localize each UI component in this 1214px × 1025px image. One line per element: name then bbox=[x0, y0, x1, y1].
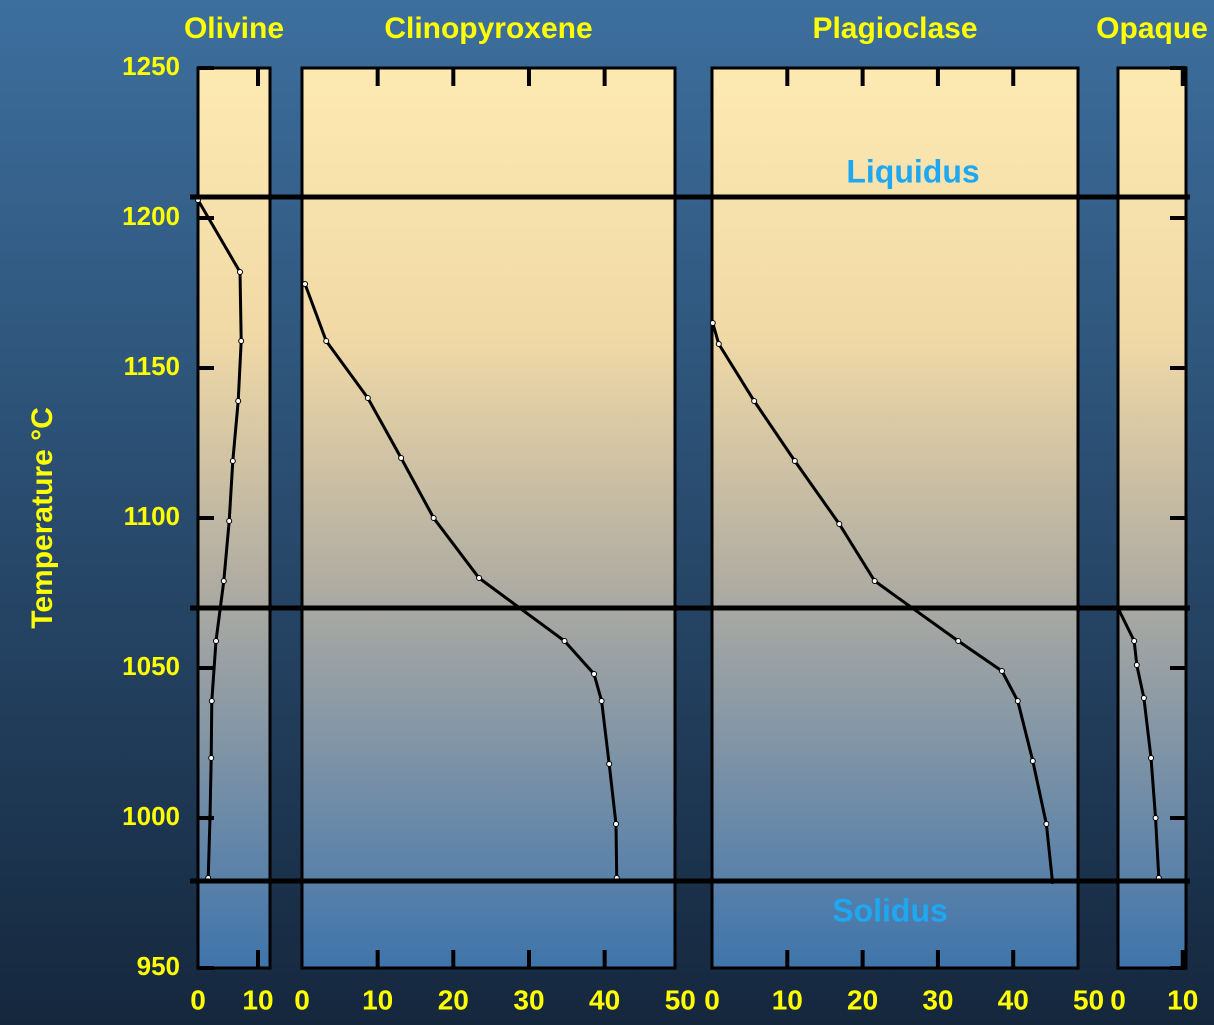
data-point bbox=[302, 281, 309, 287]
data-point bbox=[364, 395, 371, 401]
reference-label: Solidus bbox=[832, 892, 948, 928]
data-point bbox=[598, 698, 605, 704]
x-tick-label: 50 bbox=[665, 984, 696, 1015]
data-point bbox=[323, 338, 330, 344]
x-tick-label: 20 bbox=[847, 984, 878, 1015]
data-point bbox=[430, 515, 437, 521]
panel-title: Opaque bbox=[1096, 12, 1208, 45]
x-tick-label: 30 bbox=[513, 984, 544, 1015]
panel bbox=[710, 66, 1080, 970]
data-point bbox=[836, 521, 843, 527]
data-point bbox=[1014, 698, 1021, 704]
panel bbox=[300, 66, 677, 970]
x-tick-label: 10 bbox=[772, 984, 803, 1015]
data-point bbox=[476, 575, 483, 581]
x-tick-label: 10 bbox=[242, 984, 273, 1015]
data-point bbox=[871, 578, 878, 584]
y-tick-label: 1100 bbox=[124, 501, 180, 531]
data-point bbox=[1133, 662, 1140, 668]
x-tick-label: 10 bbox=[362, 984, 393, 1015]
y-tick-label: 1200 bbox=[122, 201, 180, 231]
data-point bbox=[955, 638, 962, 644]
x-tick-label: 0 bbox=[190, 984, 206, 1015]
data-point bbox=[237, 269, 243, 275]
y-axis-label: Temperature °C bbox=[26, 407, 59, 629]
data-point bbox=[1152, 815, 1159, 821]
data-point bbox=[561, 638, 568, 644]
panel-title: Clinopyroxene bbox=[384, 12, 592, 45]
x-tick-label: 0 bbox=[704, 984, 720, 1015]
data-point bbox=[238, 338, 245, 344]
data-point bbox=[213, 638, 219, 644]
data-point bbox=[229, 458, 236, 464]
data-point bbox=[1131, 638, 1138, 644]
x-tick-label: 50 bbox=[1073, 984, 1104, 1015]
data-point bbox=[208, 755, 215, 761]
data-point bbox=[235, 398, 242, 404]
data-line bbox=[711, 322, 1054, 882]
data-point bbox=[591, 671, 598, 677]
data-point bbox=[709, 320, 716, 326]
data-point bbox=[1043, 821, 1050, 827]
reference-label: Liquidus bbox=[846, 153, 979, 189]
y-tick-label: 1050 bbox=[122, 651, 180, 681]
data-point bbox=[208, 698, 215, 704]
data-point bbox=[751, 398, 758, 404]
data-point bbox=[1029, 758, 1036, 764]
data-point bbox=[998, 668, 1005, 674]
data-point bbox=[715, 341, 722, 347]
data-point bbox=[791, 458, 798, 464]
x-tick-label: 0 bbox=[1110, 984, 1126, 1015]
data-point bbox=[220, 578, 227, 584]
x-tick-label: 0 bbox=[294, 984, 310, 1015]
x-tick-label: 10 bbox=[1167, 984, 1198, 1015]
x-tick-label: 20 bbox=[438, 984, 469, 1015]
data-point bbox=[398, 455, 405, 461]
x-tick-label: 40 bbox=[589, 984, 620, 1015]
panel-title: Olivine bbox=[184, 12, 284, 45]
y-tick-label: 1150 bbox=[124, 351, 180, 381]
data-point bbox=[612, 821, 619, 827]
x-tick-label: 30 bbox=[922, 984, 953, 1015]
panel-title: Plagioclase bbox=[812, 12, 977, 45]
x-tick-label: 40 bbox=[998, 984, 1029, 1015]
y-tick-label: 1250 bbox=[122, 51, 180, 81]
data-point bbox=[226, 518, 233, 524]
y-tick-label: 1000 bbox=[122, 801, 180, 831]
data-point bbox=[1140, 695, 1147, 701]
data-line bbox=[196, 199, 243, 879]
data-point bbox=[1148, 755, 1155, 761]
data-point bbox=[606, 761, 613, 767]
y-tick-label: 950 bbox=[137, 951, 180, 981]
